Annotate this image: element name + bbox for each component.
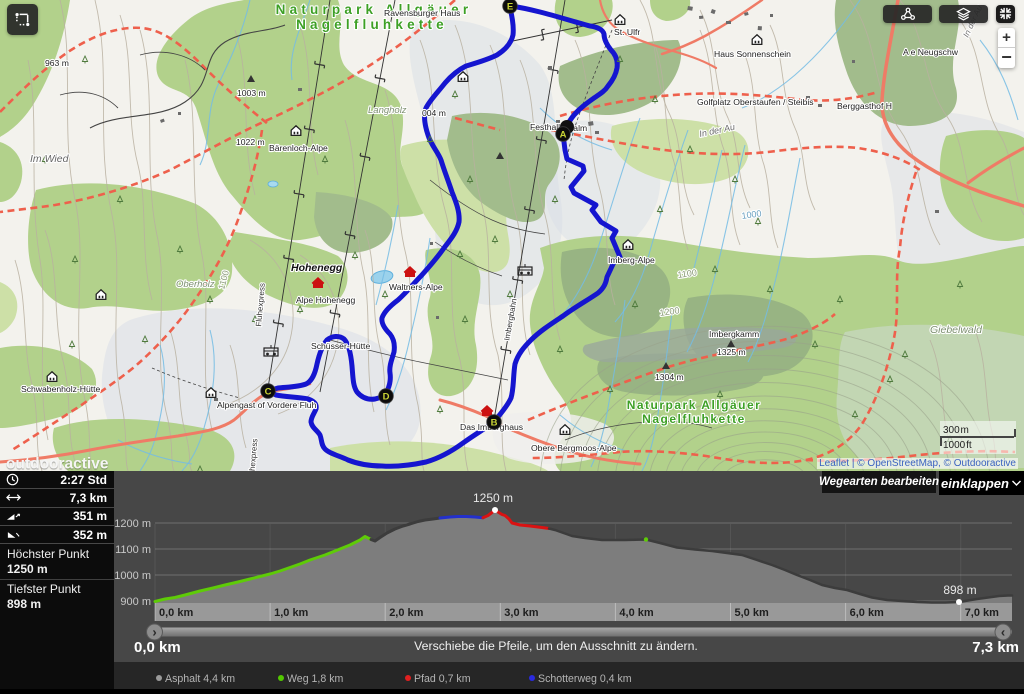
svg-text:Imberg-Alpe: Imberg-Alpe [608, 255, 655, 265]
svg-text:900 m: 900 m [120, 596, 151, 608]
svg-text:7,0 km: 7,0 km [965, 607, 999, 619]
svg-text:Bärenloch-Alpe: Bärenloch-Alpe [269, 143, 328, 153]
svg-text:4,0 km: 4,0 km [619, 607, 653, 619]
svg-text:D: D [383, 392, 390, 403]
svg-text:1304 m: 1304 m [655, 372, 684, 382]
svg-text:Langholz: Langholz [368, 105, 407, 116]
svg-text:Schüsser-Hütte: Schüsser-Hütte [311, 341, 370, 351]
svg-text:Nagelfluhkette: Nagelfluhkette [296, 17, 448, 32]
svg-text:1250 m: 1250 m [473, 491, 513, 505]
svg-text:1,0 km: 1,0 km [274, 607, 308, 619]
svg-text:1022 m: 1022 m [236, 137, 265, 147]
svg-text:5,0 km: 5,0 km [735, 607, 769, 619]
svg-text:Schwabenholz-Hütte: Schwabenholz-Hütte [21, 384, 101, 394]
svg-text:Naturpark Allgäuer: Naturpark Allgäuer [627, 398, 762, 412]
svg-text:‹: ‹ [1001, 625, 1005, 640]
svg-text:Im Wied: Im Wied [30, 153, 70, 165]
svg-text:6,0 km: 6,0 km [850, 607, 884, 619]
svg-text:1325 m: 1325 m [717, 347, 746, 357]
svg-text:›: › [152, 625, 156, 640]
svg-text:Giebelwald: Giebelwald [930, 324, 983, 336]
svg-text:2,0 km: 2,0 km [389, 607, 423, 619]
svg-text:Waltners-Alpe: Waltners-Alpe [389, 282, 443, 292]
svg-text:Obere Bergmoos-Alpe: Obere Bergmoos-Alpe [531, 443, 617, 453]
svg-text:7,3 km: 7,3 km [972, 639, 1019, 656]
svg-text:Weg 1,8 km: Weg 1,8 km [287, 673, 344, 685]
svg-text:Alpengast of Vordere Fluh: Alpengast of Vordere Fluh [217, 400, 317, 410]
svg-text:1200 m: 1200 m [114, 518, 151, 530]
svg-text:963 m: 963 m [45, 58, 69, 68]
svg-text:Asphalt 4,4 km: Asphalt 4,4 km [165, 673, 235, 685]
svg-text:Ravensburger Haus: Ravensburger Haus [384, 8, 460, 18]
svg-text:1100 m: 1100 m [115, 544, 151, 556]
svg-text:Golfplatz Oberstaufen / Steibi: Golfplatz Oberstaufen / Steibis [697, 97, 814, 107]
svg-text:A e Neugschw: A e Neugschw [903, 47, 959, 57]
svg-text:0,0 km: 0,0 km [134, 639, 181, 656]
svg-text:Oberholz: Oberholz [176, 279, 215, 290]
svg-text:Nagelfluhkette: Nagelfluhkette [642, 412, 746, 426]
svg-text:B: B [491, 418, 498, 429]
svg-text:St. Ulfr: St. Ulfr [614, 27, 640, 37]
svg-text:004 m: 004 m [422, 108, 446, 118]
svg-text:Verschiebe die Pfeile, um den: Verschiebe die Pfeile, um den Ausschnitt… [414, 639, 698, 653]
svg-text:Schotterweg 0,4 km: Schotterweg 0,4 km [538, 673, 632, 685]
svg-text:0,0 km: 0,0 km [159, 607, 193, 619]
svg-text:3,0 km: 3,0 km [504, 607, 538, 619]
svg-text:Hohenegg: Hohenegg [291, 262, 343, 274]
svg-text:outdooractive: outdooractive [6, 456, 109, 472]
svg-text:1000 m: 1000 m [114, 570, 151, 582]
svg-text:E: E [507, 2, 513, 13]
svg-text:Haus Sonnenschein: Haus Sonnenschein [714, 49, 791, 59]
svg-text:C: C [265, 387, 272, 398]
svg-text:Pfad 0,7 km: Pfad 0,7 km [414, 673, 471, 685]
svg-text:A: A [560, 130, 567, 141]
svg-text:1003 m: 1003 m [237, 88, 266, 98]
svg-text:Imbergkamm: Imbergkamm [709, 329, 759, 339]
svg-text:898 m: 898 m [943, 583, 976, 597]
svg-text:Alpe Hohenegg: Alpe Hohenegg [296, 295, 355, 305]
svg-text:Berggasthof H: Berggasthof H [837, 101, 892, 111]
